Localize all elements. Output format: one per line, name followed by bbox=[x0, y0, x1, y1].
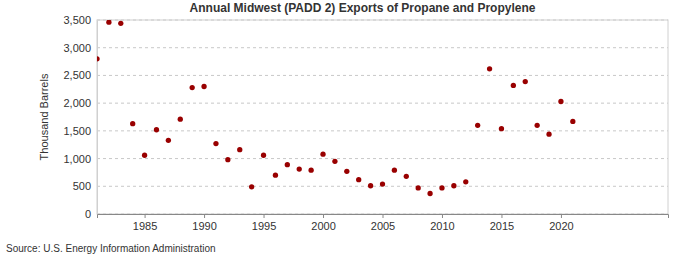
point bbox=[416, 185, 421, 190]
point bbox=[249, 184, 254, 189]
x-tick: 2005 bbox=[371, 214, 395, 232]
y-tick: 1,000 bbox=[63, 153, 97, 165]
x-tick-mark bbox=[442, 214, 443, 218]
y-axis-line bbox=[97, 21, 98, 215]
point bbox=[190, 85, 195, 90]
point bbox=[463, 179, 468, 184]
point bbox=[534, 123, 539, 128]
point bbox=[308, 168, 313, 173]
grid-line bbox=[97, 158, 668, 159]
x-tick-mark bbox=[264, 214, 265, 218]
point bbox=[332, 159, 337, 164]
point bbox=[285, 162, 290, 167]
point bbox=[178, 117, 183, 122]
point bbox=[487, 66, 492, 71]
x-tick-label: 2015 bbox=[490, 220, 514, 232]
point bbox=[237, 147, 242, 152]
x-tick: 2015 bbox=[490, 214, 514, 232]
y-tick: 3,500 bbox=[63, 14, 97, 26]
point bbox=[201, 84, 206, 89]
point bbox=[380, 181, 385, 186]
y-tick: 1,500 bbox=[63, 125, 97, 137]
y-axis: 0 500 1,000 1,500 2,000 2,500 3,000 3,500 bbox=[63, 14, 97, 220]
y-axis-title: Thousand Barrels bbox=[38, 73, 50, 160]
point bbox=[320, 151, 325, 156]
point bbox=[546, 132, 551, 137]
y-tick-label: 1,500 bbox=[63, 125, 91, 137]
point bbox=[439, 185, 444, 190]
source-note: Source: U.S. Energy Information Administ… bbox=[6, 243, 216, 254]
y-tick-label: 500 bbox=[73, 180, 91, 192]
x-tick-mark bbox=[383, 214, 384, 218]
y-tick-label: 3,000 bbox=[63, 42, 91, 54]
point bbox=[225, 157, 230, 162]
y-tick: 0 bbox=[85, 208, 97, 220]
grid-line bbox=[97, 75, 668, 76]
x-tick-label: 1985 bbox=[133, 220, 157, 232]
point bbox=[130, 121, 135, 126]
point bbox=[142, 153, 147, 158]
grid-line bbox=[97, 47, 668, 48]
plot-frame bbox=[97, 20, 668, 214]
point bbox=[118, 21, 123, 26]
point bbox=[451, 183, 456, 188]
y-tick-label: 3,500 bbox=[63, 14, 91, 26]
x-tick-mark bbox=[501, 214, 502, 218]
point bbox=[166, 138, 171, 143]
grid-line bbox=[97, 130, 668, 131]
x-tick-label: 1995 bbox=[252, 220, 276, 232]
y-tick: 3,000 bbox=[63, 42, 97, 54]
x-tick: 2010 bbox=[430, 214, 454, 232]
point bbox=[511, 83, 516, 88]
point bbox=[106, 20, 111, 25]
x-tick: 1985 bbox=[133, 214, 157, 232]
x-tick-mark bbox=[561, 214, 562, 218]
point bbox=[368, 183, 373, 188]
x-tick-label: 1990 bbox=[192, 220, 216, 232]
x-tick: 2000 bbox=[311, 214, 335, 232]
chart: 05001,0001,5002,0002,5003,0003,500198519… bbox=[0, 0, 675, 275]
plot: 05001,0001,5002,0002,5003,0003,500198519… bbox=[63, 14, 668, 232]
point bbox=[154, 127, 159, 132]
point bbox=[392, 168, 397, 173]
point bbox=[97, 56, 100, 61]
y-tick-label: 0 bbox=[85, 208, 91, 220]
point bbox=[427, 191, 432, 196]
x-tick-mark bbox=[204, 214, 205, 218]
point bbox=[475, 123, 480, 128]
x-tick-label: 2020 bbox=[549, 220, 573, 232]
x-tick-label: 2010 bbox=[430, 220, 454, 232]
grid bbox=[97, 20, 668, 214]
x-tick: 2020 bbox=[549, 214, 573, 232]
point bbox=[261, 153, 266, 158]
y-tick-label: 2,500 bbox=[63, 69, 91, 81]
point bbox=[344, 169, 349, 174]
point bbox=[356, 177, 361, 182]
x-axis-line bbox=[98, 215, 669, 219]
x-tick-label: 2005 bbox=[371, 220, 395, 232]
point bbox=[297, 166, 302, 171]
x-tick: 1990 bbox=[192, 214, 216, 232]
x-tick: 1995 bbox=[252, 214, 276, 232]
title: Annual Midwest (PADD 2) Exports of Propa… bbox=[190, 1, 536, 15]
points bbox=[97, 20, 575, 196]
x-tick-label: 2000 bbox=[311, 220, 335, 232]
point bbox=[273, 173, 278, 178]
y-tick: 2,500 bbox=[63, 69, 97, 81]
y-tick: 2,000 bbox=[63, 97, 97, 109]
point bbox=[404, 174, 409, 179]
y-tick-label: 2,000 bbox=[63, 97, 91, 109]
point bbox=[570, 119, 575, 124]
y-tick: 500 bbox=[73, 180, 97, 192]
point bbox=[558, 99, 563, 104]
x-tick-mark bbox=[145, 214, 146, 218]
point bbox=[499, 126, 504, 131]
point bbox=[523, 79, 528, 84]
x-axis: 1985 1990 1995 2000 2005 2010 2015 2020 bbox=[98, 214, 669, 232]
x-tick-mark bbox=[323, 214, 324, 218]
grid-line bbox=[97, 103, 668, 104]
point bbox=[213, 141, 218, 146]
y-tick-label: 1,000 bbox=[63, 153, 91, 165]
